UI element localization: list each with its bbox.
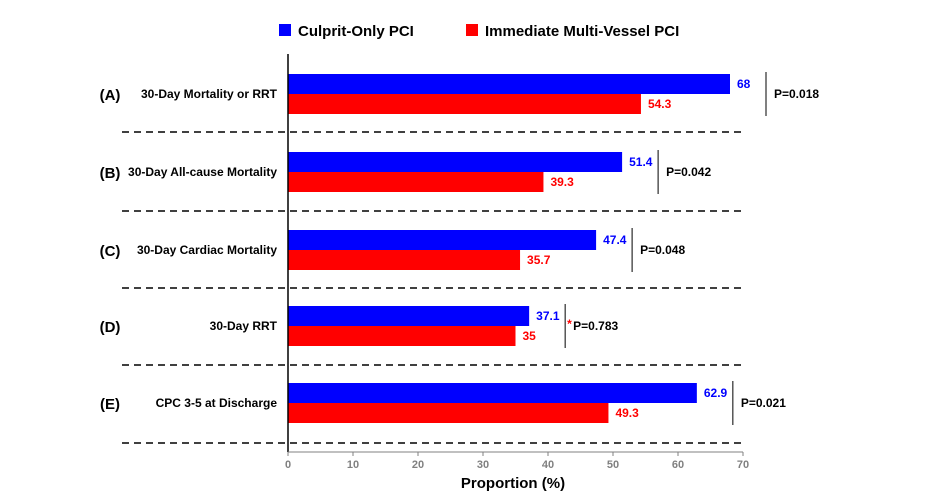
x-axis: 0 10 20 30 40 50 60 70 xyxy=(285,451,749,471)
data-label-culprit-only: 62.9 xyxy=(704,386,728,400)
data-label-culprit-only: 47.4 xyxy=(603,233,627,247)
bar-multi-vessel-3 xyxy=(288,326,516,346)
x-tick-label: 30 xyxy=(477,459,489,471)
data-label-culprit-only: 68 xyxy=(737,77,751,91)
legend: Culprit-Only PCI Immediate Multi-Vessel … xyxy=(279,23,679,40)
bar-multi-vessel-1 xyxy=(288,172,544,192)
x-tick-label: 60 xyxy=(672,459,684,471)
legend-label-culprit-only: Culprit-Only PCI xyxy=(298,23,414,40)
bar-culprit-only-2 xyxy=(288,230,597,250)
category-label: 30-Day RRT xyxy=(210,319,278,333)
data-label-multi-vessel: 35 xyxy=(523,329,537,343)
p-value-label: P=0.021 xyxy=(741,396,786,410)
x-tick-label: 10 xyxy=(347,459,359,471)
legend-swatch-multi-vessel xyxy=(466,24,478,36)
data-label-culprit-only: 51.4 xyxy=(629,155,653,169)
p-value-label: P=0.042 xyxy=(666,165,711,179)
x-tick-label: 50 xyxy=(607,459,619,471)
panel-letter: (A) xyxy=(100,87,121,104)
category-label: 30-Day All-cause Mortality xyxy=(128,165,277,179)
category-label: CPC 3-5 at Discharge xyxy=(156,396,278,410)
bar-multi-vessel-2 xyxy=(288,250,521,270)
significance-marker: * xyxy=(567,317,572,331)
panel-letter: (C) xyxy=(100,243,121,260)
legend-label-multi-vessel: Immediate Multi-Vessel PCI xyxy=(485,23,679,40)
category-label: 30-Day Cardiac Mortality xyxy=(137,243,277,257)
bar-culprit-only-4 xyxy=(288,383,697,403)
plot-area: (A) 30-Day Mortality or RRT 68 54.3 P=0.018 (… xyxy=(100,54,819,452)
bar-culprit-only-0 xyxy=(288,74,730,94)
x-tick-label: 0 xyxy=(285,459,291,471)
panel-letter: (D) xyxy=(100,319,121,336)
p-value-label: P=0.018 xyxy=(774,87,819,101)
x-axis-title: Proportion (%) xyxy=(461,475,565,492)
category-label: 30-Day Mortality or RRT xyxy=(141,87,278,101)
data-label-multi-vessel: 49.3 xyxy=(615,406,639,420)
data-label-multi-vessel: 54.3 xyxy=(648,97,672,111)
p-value-label: P=0.783 xyxy=(573,319,618,333)
legend-swatch-culprit-only xyxy=(279,24,291,36)
bar-culprit-only-3 xyxy=(288,306,530,326)
bar-culprit-only-1 xyxy=(288,152,623,172)
panel-letter: (B) xyxy=(100,165,121,182)
data-label-multi-vessel: 35.7 xyxy=(527,253,551,267)
p-value-label: P=0.048 xyxy=(640,243,685,257)
x-tick-label: 40 xyxy=(542,459,554,471)
data-label-culprit-only: 37.1 xyxy=(536,309,560,323)
x-tick-label: 70 xyxy=(737,459,749,471)
bar-multi-vessel-4 xyxy=(288,403,609,423)
panel-letter: (E) xyxy=(100,396,120,413)
x-tick-label: 20 xyxy=(412,459,424,471)
bar-multi-vessel-0 xyxy=(288,94,641,114)
data-label-multi-vessel: 39.3 xyxy=(550,175,574,189)
